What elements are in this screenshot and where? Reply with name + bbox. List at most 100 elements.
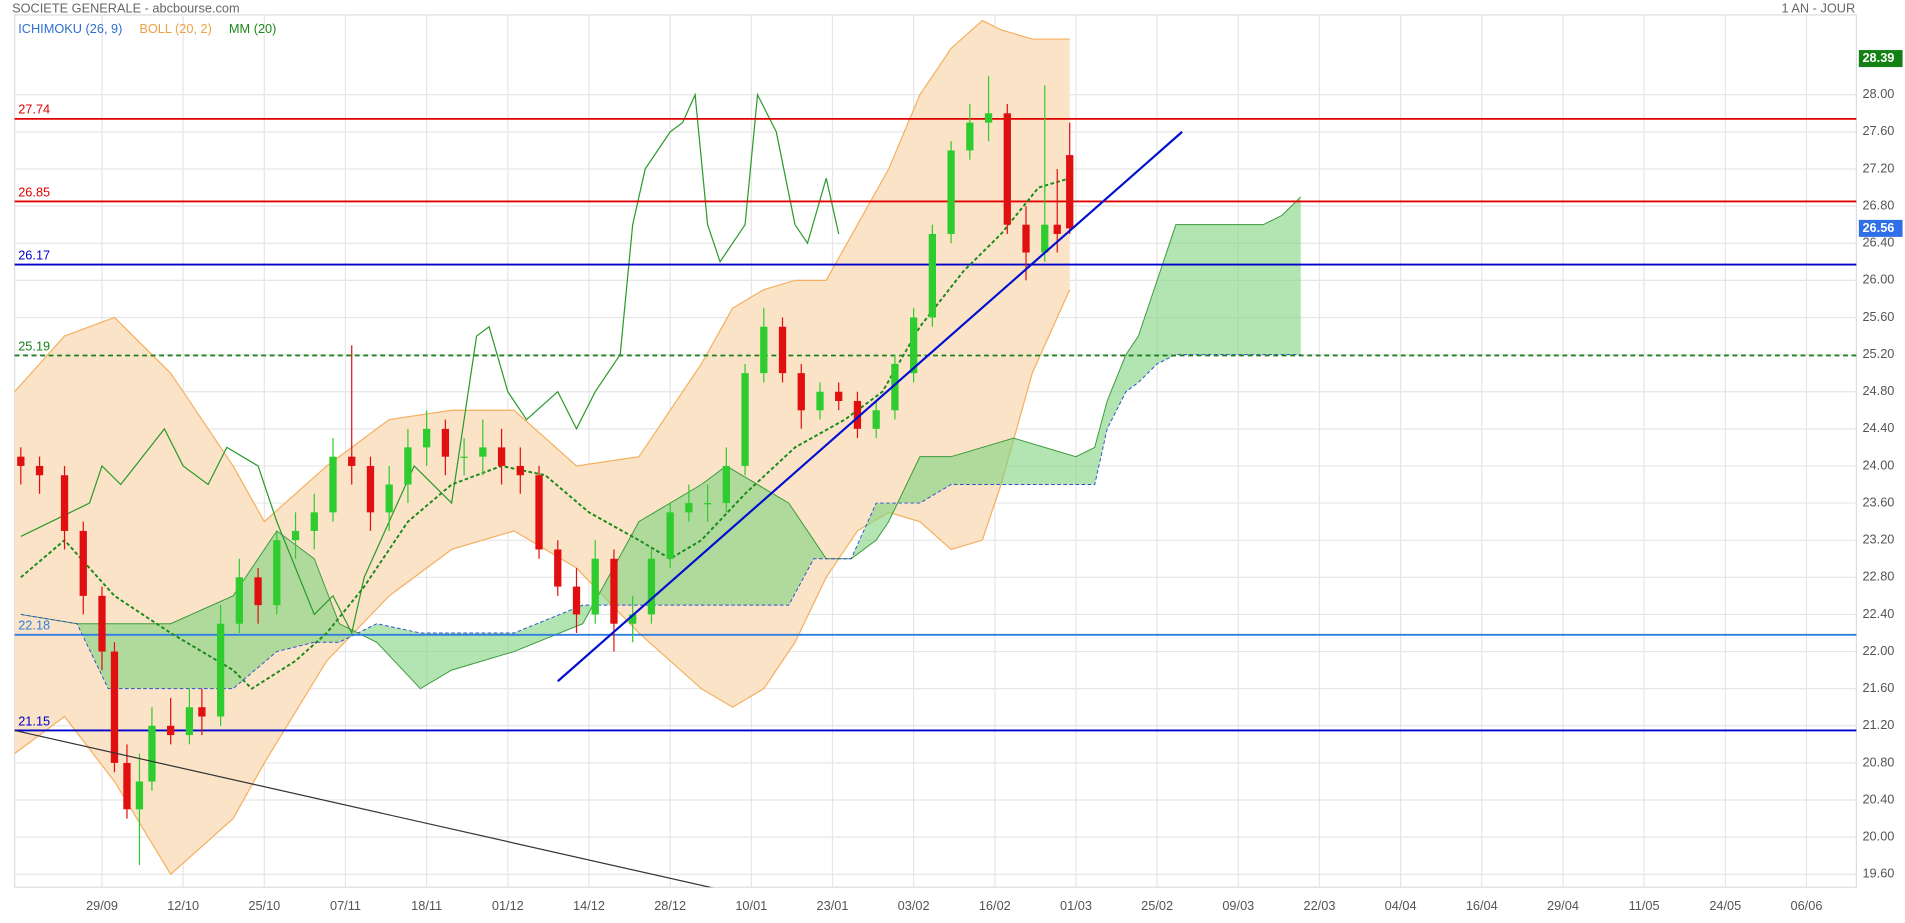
x-tick-label: 12/10 [167, 898, 199, 913]
candle-body [123, 762, 131, 810]
candle-body [135, 781, 144, 810]
level-label: 21.15 [18, 713, 50, 728]
price-tag [1858, 219, 1903, 237]
candle-body [60, 475, 69, 531]
candle-body [947, 150, 955, 234]
x-tick-label: 11/05 [1629, 898, 1660, 913]
candle-body [479, 447, 487, 457]
candle-body [535, 475, 543, 550]
bollinger-lower [14, 289, 1071, 876]
candle-body [310, 512, 318, 531]
candle-body [797, 373, 805, 411]
candle-body [385, 484, 393, 513]
trendline [557, 131, 1183, 683]
x-tick-label: 24/05 [1709, 898, 1741, 913]
candle-body [460, 456, 468, 458]
x-tick-label: 03/02 [898, 898, 930, 913]
x-tick-label: 06/06 [1791, 898, 1823, 913]
x-tick-label: 04/04 [1385, 898, 1417, 913]
level-label: 26.17 [18, 247, 50, 262]
candle-body [891, 363, 899, 411]
candle-body [853, 400, 862, 429]
price-tag [1858, 50, 1903, 68]
y-tick-label: 24.00 [1862, 457, 1894, 472]
y-tick-label: 23.20 [1862, 532, 1894, 547]
candle-body [235, 577, 243, 624]
legend-entry: MM (20) [229, 21, 276, 36]
candle-body [647, 558, 656, 615]
level-label: 26.85 [18, 184, 50, 199]
candle-body [516, 465, 524, 476]
y-tick-label: 26.80 [1862, 197, 1894, 212]
y-tick-label: 27.60 [1862, 123, 1894, 138]
x-tick-label: 18/11 [411, 898, 442, 913]
candle-body [666, 512, 674, 559]
y-tick-label: 25.20 [1862, 346, 1894, 361]
candle-body [909, 317, 918, 374]
span-b [20, 354, 1301, 690]
candle-body [572, 586, 581, 615]
candle-body [441, 428, 450, 457]
candle-body [1022, 224, 1030, 253]
bollinger-fill [14, 20, 1070, 875]
price-tag-label: 26.56 [1862, 220, 1894, 235]
candle-body [110, 651, 119, 763]
x-tick-label: 01/03 [1060, 898, 1092, 913]
candle-body [872, 410, 880, 429]
candle-body [35, 465, 44, 476]
candle-body [722, 465, 730, 504]
candle-body [629, 614, 637, 624]
y-tick-label: 20.40 [1862, 791, 1894, 806]
chart-title: SOCIETE GENERALE - abcbourse.com [12, 0, 239, 15]
x-tick-label: 16/04 [1466, 898, 1498, 913]
x-tick-label: 14/12 [573, 898, 605, 913]
candle-body [79, 530, 87, 596]
y-tick-label: 24.80 [1862, 383, 1894, 398]
x-tick-label: 07/11 [330, 898, 361, 913]
x-tick-label: 01/12 [492, 898, 524, 913]
y-tick-label: 26.00 [1862, 272, 1894, 287]
x-tick-label: 09/03 [1222, 898, 1254, 913]
candle-body [610, 558, 618, 624]
x-tick-label: 23/01 [817, 898, 849, 913]
legend-entry: ICHIMOKU (26, 9) [18, 21, 122, 36]
candle-body [966, 122, 974, 151]
y-tick-label: 26.40 [1862, 235, 1894, 250]
y-tick-label: 20.80 [1862, 754, 1894, 769]
candle-body [835, 391, 843, 401]
y-tick-label: 28.00 [1862, 86, 1894, 101]
candle-body [497, 447, 506, 466]
y-tick-label: 23.60 [1862, 494, 1894, 509]
x-tick-label: 25/10 [248, 898, 280, 913]
candle-body [17, 456, 25, 466]
y-tick-label: 22.80 [1862, 569, 1894, 584]
candle-body [778, 326, 787, 374]
candle-body [928, 233, 937, 318]
candle-body [591, 558, 599, 615]
candle-body [685, 503, 693, 513]
chikou-line [20, 92, 840, 635]
candle-body [167, 725, 175, 736]
candle-body [816, 391, 824, 411]
candle-body [329, 456, 337, 513]
candle-body [148, 725, 156, 782]
candle-body [1053, 224, 1061, 234]
candle-body [366, 465, 375, 513]
legend-entry: BOLL (20, 2) [139, 21, 212, 36]
y-tick-label: 27.20 [1862, 160, 1894, 175]
x-tick-label: 29/04 [1547, 898, 1579, 913]
y-tick-label: 21.20 [1862, 717, 1894, 732]
candle-body [703, 503, 712, 505]
x-tick-label: 25/02 [1141, 898, 1173, 913]
candle-body [554, 549, 562, 587]
candle-body [185, 707, 194, 736]
candle-body [404, 447, 412, 485]
x-tick-label: 16/02 [979, 898, 1011, 913]
period-label: 1 AN - JOUR [1782, 0, 1856, 15]
y-tick-label: 25.60 [1862, 309, 1894, 324]
level-label: 25.19 [18, 338, 50, 353]
price-tag-label: 28.39 [1862, 50, 1894, 65]
y-tick-label: 21.60 [1862, 680, 1894, 695]
